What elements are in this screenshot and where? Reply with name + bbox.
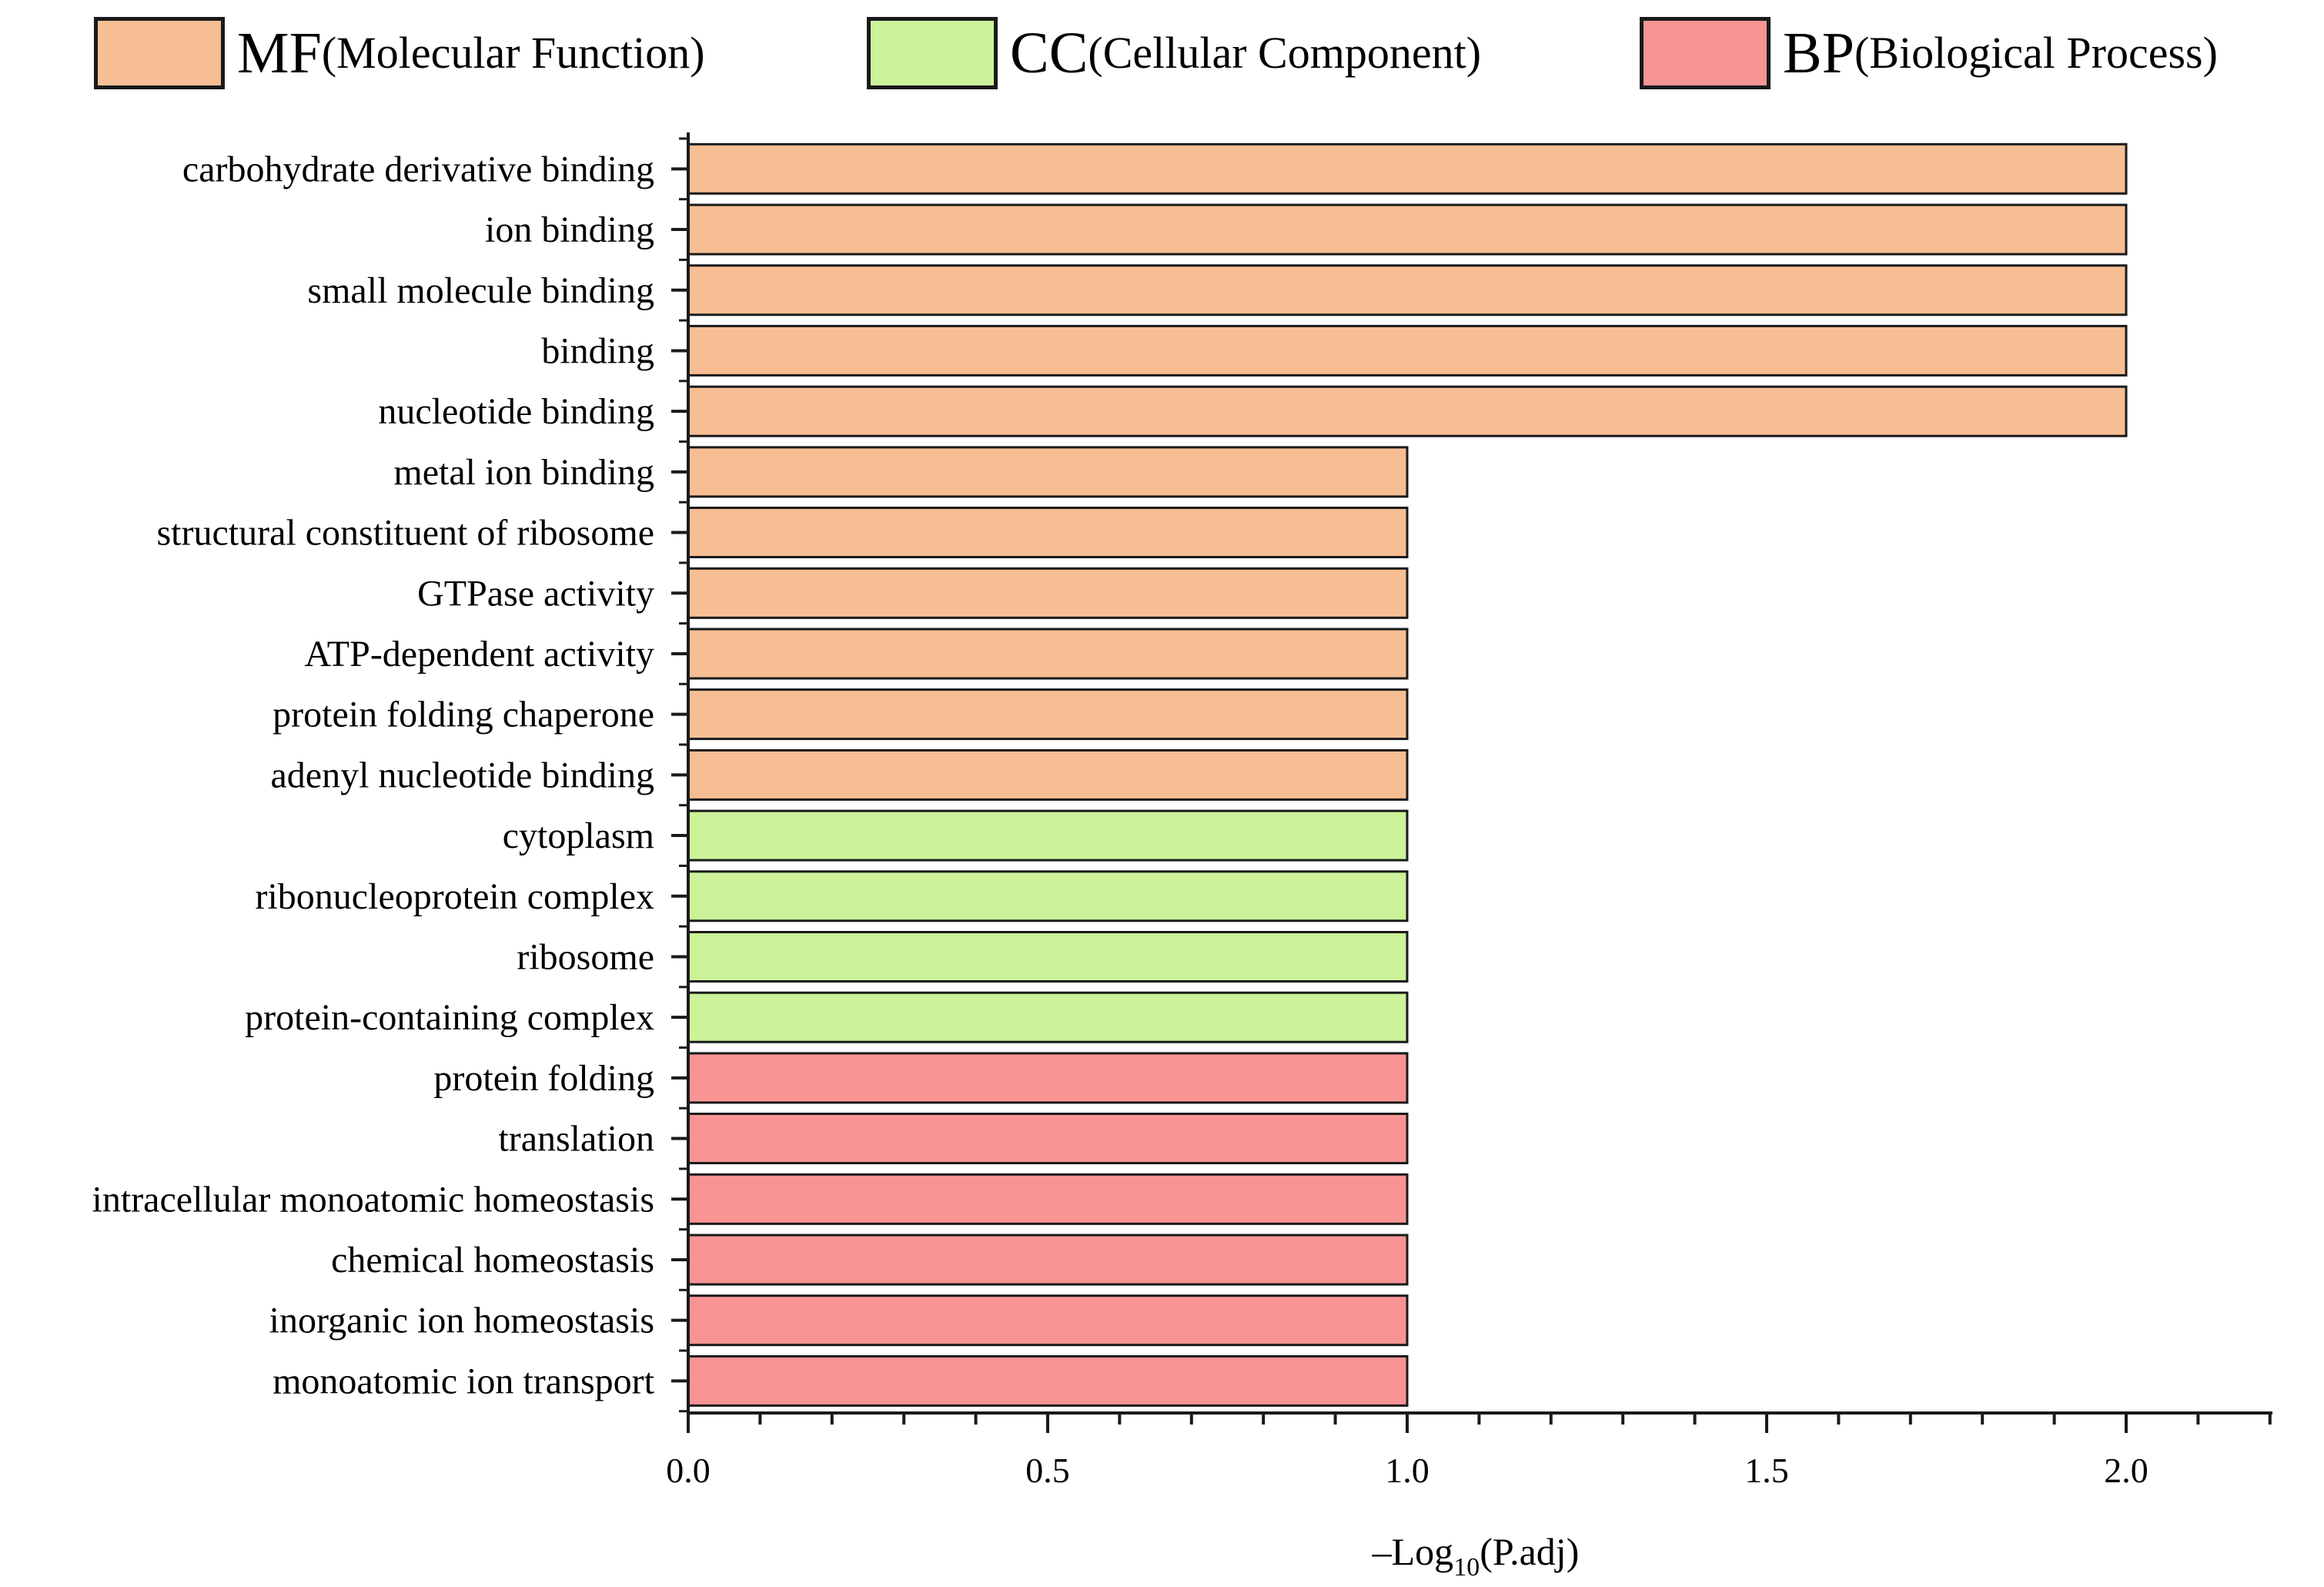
bar-14 [687,991,1409,1043]
bars-group [687,142,2128,1407]
legend-item-bp: BP (Biological Process) [1640,11,2218,95]
legend-abbr-mf: MF [237,21,322,85]
bar-2 [687,264,2128,316]
y-tick-label-20: monoatomic ion transport [273,1361,655,1401]
legend-label-bp: (Biological Process) [1854,28,2218,78]
legend-swatch-cc [867,17,998,89]
bar-4 [687,385,2128,437]
x-tick-label-2: 1.0 [1385,1451,1430,1490]
bar-11 [687,809,1409,862]
y-tick-label-15: protein folding [433,1058,654,1099]
x-tick-label-1: 0.5 [1025,1451,1070,1490]
y-tick-label-7: GTPase activity [417,573,654,614]
legend-abbr-bp: BP [1783,21,1854,85]
bar-18 [687,1234,1409,1286]
y-tick-label-18: chemical homeostasis [331,1240,654,1281]
bar-10 [687,748,1409,801]
y-tick-label-5: metal ion binding [393,452,654,493]
bar-8 [687,628,1409,680]
bar-13 [687,931,1409,983]
bar-12 [687,870,1409,922]
x-axis-label-main: –Log [1372,1530,1454,1573]
y-tick-label-6: structural constituent of ribosome [156,513,654,554]
x-axis-label: –Log10(P.adj) [1372,1530,1580,1582]
y-tick-label-12: ribonucleoprotein complex [255,876,654,917]
y-tick-label-0: carbohydrate derivative binding [182,149,654,189]
legend-abbr-cc: CC [1010,21,1088,85]
y-tick-label-4: nucleotide binding [378,391,654,432]
bar-5 [687,446,1409,498]
legend-swatch-mf [94,17,225,89]
y-tick-label-14: protein-containing complex [245,997,654,1038]
bar-3 [687,324,2128,377]
y-tick-label-9: protein folding chaperone [273,695,654,735]
y-tick-label-11: cytoplasm [503,815,654,856]
legend-label-mf: (Molecular Function) [321,28,705,78]
x-tick-label-3: 1.5 [1744,1451,1789,1490]
y-tick-label-16: translation [498,1119,654,1160]
legend-item-cc: CC (Cellular Component) [867,11,1481,95]
bar-16 [687,1113,1409,1164]
legend-item-mf: MF (Molecular Function) [94,11,705,95]
bar-9 [687,688,1409,741]
x-axis-label-sub: 10 [1453,1553,1480,1582]
bar-19 [687,1294,1409,1347]
y-tick-label-10: adenyl nucleotide binding [270,755,654,795]
y-tick-label-3: binding [541,330,654,371]
bar-20 [687,1354,1409,1407]
legend-label-cc: (Cellular Component) [1088,28,1482,78]
bar-15 [687,1052,1409,1104]
y-tick-label-1: ion binding [485,209,654,250]
legend-swatch-bp [1640,17,1771,89]
x-tick-label-0: 0.0 [666,1451,711,1490]
bar-7 [687,567,1409,619]
y-tick-label-2: small molecule binding [307,270,654,311]
bar-17 [687,1173,1409,1225]
x-tick-label-4: 2.0 [2104,1451,2148,1490]
y-tick-label-19: inorganic ion homeostasis [269,1301,654,1341]
bar-0 [687,142,2128,195]
bar-6 [687,507,1409,558]
x-axis: 0.0 0.5 1.0 1.5 2.0 [666,1411,2272,1490]
bar-1 [687,203,2128,256]
y-tick-label-17: intracellular monoatomic homeostasis [92,1179,654,1220]
x-axis-label-tail: (P.adj) [1480,1530,1579,1573]
y-tick-label-8: ATP-dependent activity [304,634,654,675]
y-axis: carbohydrate derivative binding ion bindi… [92,132,690,1413]
y-tick-label-13: ribosome [517,936,654,977]
